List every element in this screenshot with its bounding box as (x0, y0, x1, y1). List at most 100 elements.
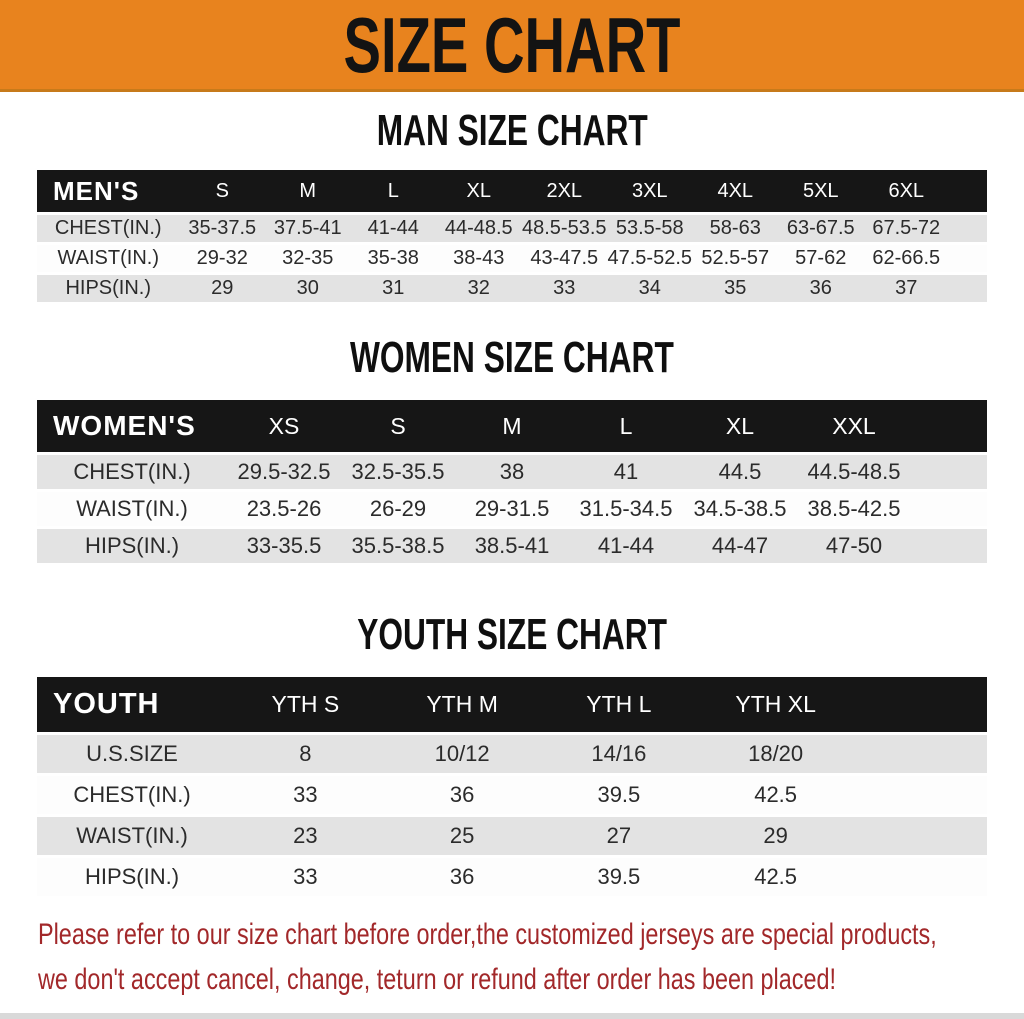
size-value-cell: 44-48.5 (436, 215, 522, 242)
size-column-header: XXL (797, 400, 911, 452)
size-column-header: 6XL (863, 170, 949, 212)
size-value-cell: 33-35.5 (227, 529, 341, 563)
size-value-cell: 34.5-38.5 (683, 492, 797, 526)
size-column-header: 5XL (778, 170, 864, 212)
header-row: WOMEN'S XS S M L XL XXL (37, 400, 987, 452)
section-men: MAN SIZE CHART MEN'S S M L XL 2XL 3XL 4XL 5XL 6XL C… (0, 107, 1024, 305)
header-spacer-cell (949, 170, 987, 212)
size-value-cell: 29.5-32.5 (227, 455, 341, 489)
size-column-header: YTH XL (697, 677, 854, 732)
size-value-cell: 31.5-34.5 (569, 492, 683, 526)
size-column-header: 4XL (692, 170, 778, 212)
row-spacer-cell (949, 275, 987, 302)
size-value-cell: 41 (569, 455, 683, 489)
section-title-text: YOUTH SIZE CHART (357, 610, 667, 659)
size-value-cell: 67.5-72 (863, 215, 949, 242)
size-value-cell: 63-67.5 (778, 215, 864, 242)
size-value-cell: 29 (179, 275, 265, 302)
size-column-header: S (341, 400, 455, 452)
size-value-cell: 35.5-38.5 (341, 529, 455, 563)
table-row: WAIST(IN.) 23 25 27 29 (37, 817, 987, 855)
row-label-cell: U.S.SIZE (37, 735, 227, 773)
size-value-cell: 35 (692, 275, 778, 302)
table-row: HIPS(IN.) 33-35.5 35.5-38.5 38.5-41 41-44 44-… (37, 529, 987, 563)
size-value-cell: 52.5-57 (692, 245, 778, 272)
size-value-cell: 44.5 (683, 455, 797, 489)
size-value-cell: 39.5 (540, 858, 698, 896)
size-value-cell: 47.5-52.5 (607, 245, 693, 272)
size-column-header: XS (227, 400, 341, 452)
size-value-cell: 53.5-58 (607, 215, 693, 242)
size-value-cell: 36 (778, 275, 864, 302)
size-value-cell: 31 (350, 275, 436, 302)
row-label-cell: HIPS(IN.) (37, 858, 227, 896)
table-row: CHEST(IN.) 33 36 39.5 42.5 (37, 776, 987, 814)
size-column-header: L (569, 400, 683, 452)
size-value-cell: 36 (383, 776, 541, 814)
size-value-cell: 47-50 (797, 529, 911, 563)
size-value-cell: 33 (227, 776, 384, 814)
header-row: YOUTH YTH S YTH M YTH L YTH XL (37, 677, 987, 732)
row-label-cell: WAIST(IN.) (37, 492, 227, 526)
size-column-header: XL (683, 400, 797, 452)
size-value-cell: 29-31.5 (455, 492, 569, 526)
header-row: MEN'S S M L XL 2XL 3XL 4XL 5XL 6XL (37, 170, 987, 212)
size-table-women: WOMEN'S XS S M L XL XXL CHEST(IN.) 29.5-32.5 32.5… (37, 397, 987, 566)
bottom-strip (0, 1013, 1024, 1019)
size-value-cell: 8 (227, 735, 384, 773)
size-value-cell: 32.5-35.5 (341, 455, 455, 489)
header-label-cell: MEN'S (37, 170, 180, 212)
size-column-header: L (350, 170, 436, 212)
header-spacer-cell (911, 400, 987, 452)
size-value-cell: 58-63 (692, 215, 778, 242)
size-value-cell: 32-35 (265, 245, 351, 272)
size-value-cell: 26-29 (341, 492, 455, 526)
banner-title: SIZE CHART (278, 6, 746, 84)
size-column-header: YTH S (227, 677, 384, 732)
footnote-line-1: Please refer to our size chart before or… (38, 918, 937, 951)
header-spacer-cell (854, 677, 987, 732)
size-value-cell: 10/12 (383, 735, 541, 773)
section-title-text: WOMEN SIZE CHART (350, 333, 674, 382)
row-spacer-cell (911, 492, 987, 526)
charts-container: MAN SIZE CHART MEN'S S M L XL 2XL 3XL 4XL 5XL 6XL C… (0, 107, 1024, 899)
section-title-youth: YOUTH SIZE CHART (0, 611, 1024, 659)
size-value-cell: 42.5 (697, 858, 854, 896)
section-title-men: MAN SIZE CHART (0, 107, 1024, 155)
size-column-header: M (265, 170, 351, 212)
size-value-cell: 48.5-53.5 (521, 215, 607, 242)
size-value-cell: 38-43 (436, 245, 522, 272)
table-row: CHEST(IN.) 35-37.5 37.5-41 41-44 44-48.5 48.5… (37, 215, 987, 242)
size-value-cell: 44-47 (683, 529, 797, 563)
size-value-cell: 30 (265, 275, 351, 302)
section-title-women: WOMEN SIZE CHART (0, 334, 1024, 382)
size-value-cell: 38 (455, 455, 569, 489)
size-value-cell: 39.5 (540, 776, 698, 814)
footnote-line-2: we don't accept cancel, change, teturn o… (38, 963, 836, 996)
row-spacer-cell (854, 817, 987, 855)
row-label-cell: WAIST(IN.) (37, 245, 180, 272)
size-column-header: XL (436, 170, 522, 212)
row-label-cell: WAIST(IN.) (37, 817, 227, 855)
size-value-cell: 36 (383, 858, 541, 896)
row-spacer-cell (911, 529, 987, 563)
size-value-cell: 25 (383, 817, 541, 855)
banner-title-text: SIZE CHART (343, 0, 681, 89)
table-row: U.S.SIZE 8 10/12 14/16 18/20 (37, 735, 987, 773)
size-value-cell: 33 (227, 858, 384, 896)
size-value-cell: 35-38 (350, 245, 436, 272)
size-value-cell: 35-37.5 (179, 215, 265, 242)
size-value-cell: 23.5-26 (227, 492, 341, 526)
row-label-cell: CHEST(IN.) (37, 215, 180, 242)
banner: SIZE CHART (0, 0, 1024, 92)
size-value-cell: 29-32 (179, 245, 265, 272)
row-spacer-cell (854, 735, 987, 773)
row-spacer-cell (854, 776, 987, 814)
size-table-men: MEN'S S M L XL 2XL 3XL 4XL 5XL 6XL CHEST(IN.) 35-37… (37, 167, 987, 305)
row-label-cell: HIPS(IN.) (37, 529, 227, 563)
table-row: CHEST(IN.) 29.5-32.5 32.5-35.5 38 41 44.5 44.5… (37, 455, 987, 489)
row-label-cell: HIPS(IN.) (37, 275, 180, 302)
size-value-cell: 34 (607, 275, 693, 302)
row-spacer-cell (949, 215, 987, 242)
table-row: WAIST(IN.) 23.5-26 26-29 29-31.5 31.5-34.5 34… (37, 492, 987, 526)
